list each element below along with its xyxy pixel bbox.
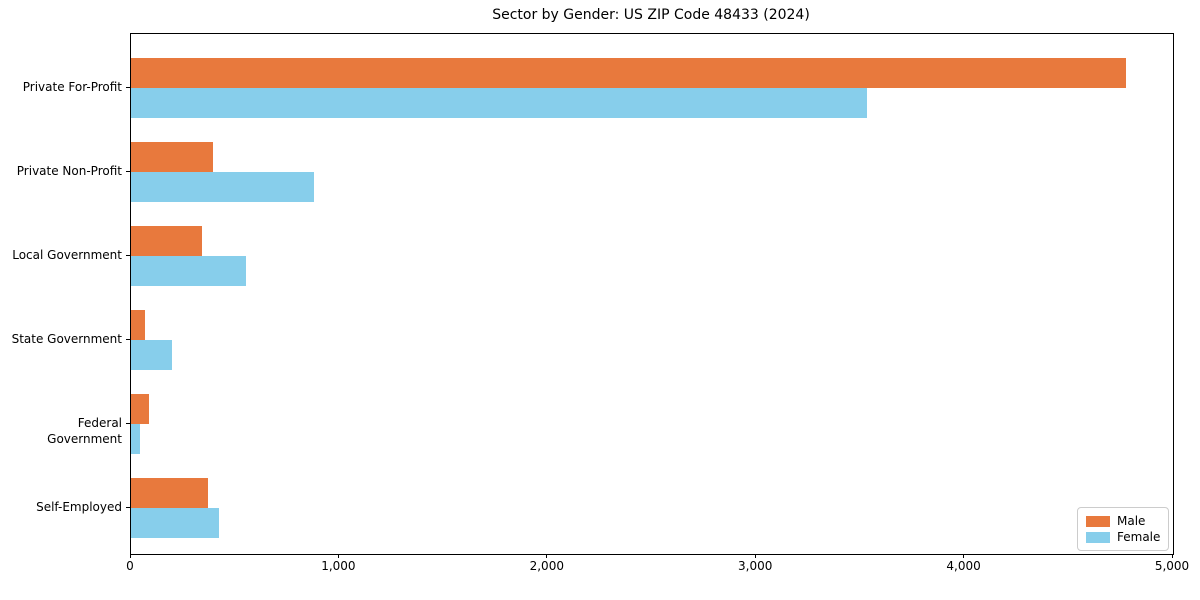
y-tick-mark bbox=[126, 171, 130, 172]
legend-label-female: Female bbox=[1117, 530, 1161, 544]
y-tick-mark bbox=[126, 507, 130, 508]
y-tick-mark bbox=[126, 423, 130, 424]
bar-female-federal-government bbox=[131, 424, 141, 454]
x-tick-label-1-000: 1,000 bbox=[321, 559, 356, 573]
x-tick-label-0: 0 bbox=[126, 559, 134, 573]
y-tick-mark bbox=[126, 255, 130, 256]
y-tick-mark bbox=[126, 87, 130, 88]
bar-male-private-non-profit bbox=[131, 142, 214, 172]
y-tick-label-federal-government: Federal Government bbox=[47, 416, 122, 446]
legend-row-female: Female bbox=[1086, 530, 1160, 544]
x-tick-label-4-000: 4,000 bbox=[946, 559, 981, 573]
plot-area bbox=[130, 33, 1174, 555]
bar-female-state-government bbox=[131, 340, 172, 370]
chart-title: Sector by Gender: US ZIP Code 48433 (202… bbox=[492, 7, 810, 23]
y-tick-label-local-government: Local Government bbox=[12, 248, 122, 262]
x-tick-label-5-000: 5,000 bbox=[1154, 559, 1190, 573]
y-tick-mark bbox=[126, 339, 130, 340]
y-tick-label-private-for-profit: Private For-Profit bbox=[22, 80, 122, 94]
bar-female-private-non-profit bbox=[131, 172, 315, 202]
bar-male-federal-government bbox=[131, 394, 149, 424]
legend-swatch-female bbox=[1086, 531, 1110, 543]
x-tick-mark bbox=[546, 554, 548, 558]
bar-female-private-for-profit bbox=[131, 88, 867, 118]
x-tick-mark bbox=[337, 554, 339, 558]
bar-male-local-government bbox=[131, 226, 202, 256]
x-tick-mark bbox=[1171, 554, 1173, 558]
x-tick-mark bbox=[129, 554, 131, 558]
bar-male-self-employed bbox=[131, 478, 209, 508]
legend: Male Female bbox=[1077, 507, 1169, 551]
legend-swatch-male bbox=[1086, 515, 1110, 527]
bar-female-local-government bbox=[131, 256, 246, 286]
x-tick-label-2-000: 2,000 bbox=[529, 559, 564, 573]
y-tick-label-self-employed: Self-Employed bbox=[36, 500, 122, 514]
legend-row-male: Male bbox=[1086, 514, 1160, 528]
y-tick-label-state-government: State Government bbox=[11, 332, 122, 346]
y-tick-label-private-non-profit: Private Non-Profit bbox=[16, 164, 122, 178]
bar-male-state-government bbox=[131, 310, 145, 340]
x-tick-mark bbox=[754, 554, 756, 558]
bar-female-self-employed bbox=[131, 508, 219, 538]
bar-male-private-for-profit bbox=[131, 58, 1127, 88]
x-tick-label-3-000: 3,000 bbox=[738, 559, 773, 573]
x-tick-mark bbox=[963, 554, 965, 558]
legend-label-male: Male bbox=[1117, 514, 1146, 528]
